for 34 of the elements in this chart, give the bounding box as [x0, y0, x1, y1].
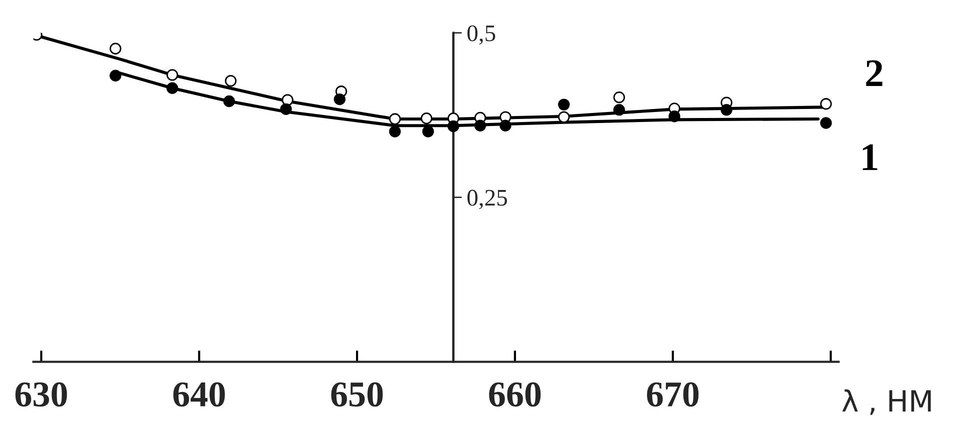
x-tick-label: 630: [15, 382, 67, 407]
point: [282, 94, 294, 106]
series-label: 1: [862, 144, 878, 170]
point: [613, 104, 626, 116]
point: [110, 70, 122, 82]
point: [166, 82, 178, 94]
point: [223, 95, 235, 108]
point: [280, 103, 292, 116]
x-tick-label: 640: [173, 382, 225, 407]
point: [820, 98, 832, 110]
point: [668, 110, 680, 122]
x-tick-label: 660: [489, 382, 541, 407]
point: [448, 120, 460, 132]
x-axis-title: λ , НМ: [842, 389, 931, 415]
point: [613, 91, 626, 104]
x-tick-label: 670: [647, 382, 699, 407]
point: [420, 112, 432, 124]
point: [389, 113, 401, 125]
point: [558, 98, 570, 110]
y-tick-label: 0,5: [467, 25, 496, 45]
point: [224, 75, 237, 87]
series-label: 2: [866, 60, 882, 86]
point: [474, 120, 486, 132]
x-tick-label: 650: [331, 382, 383, 407]
point: [166, 69, 178, 81]
y-tick-label: 0,25: [467, 190, 507, 210]
point: [720, 104, 732, 116]
point: [820, 117, 832, 129]
point: [422, 126, 434, 138]
point: [558, 111, 570, 123]
point: [389, 126, 401, 138]
point: [500, 120, 512, 132]
point: [334, 93, 346, 106]
point: [110, 42, 122, 54]
